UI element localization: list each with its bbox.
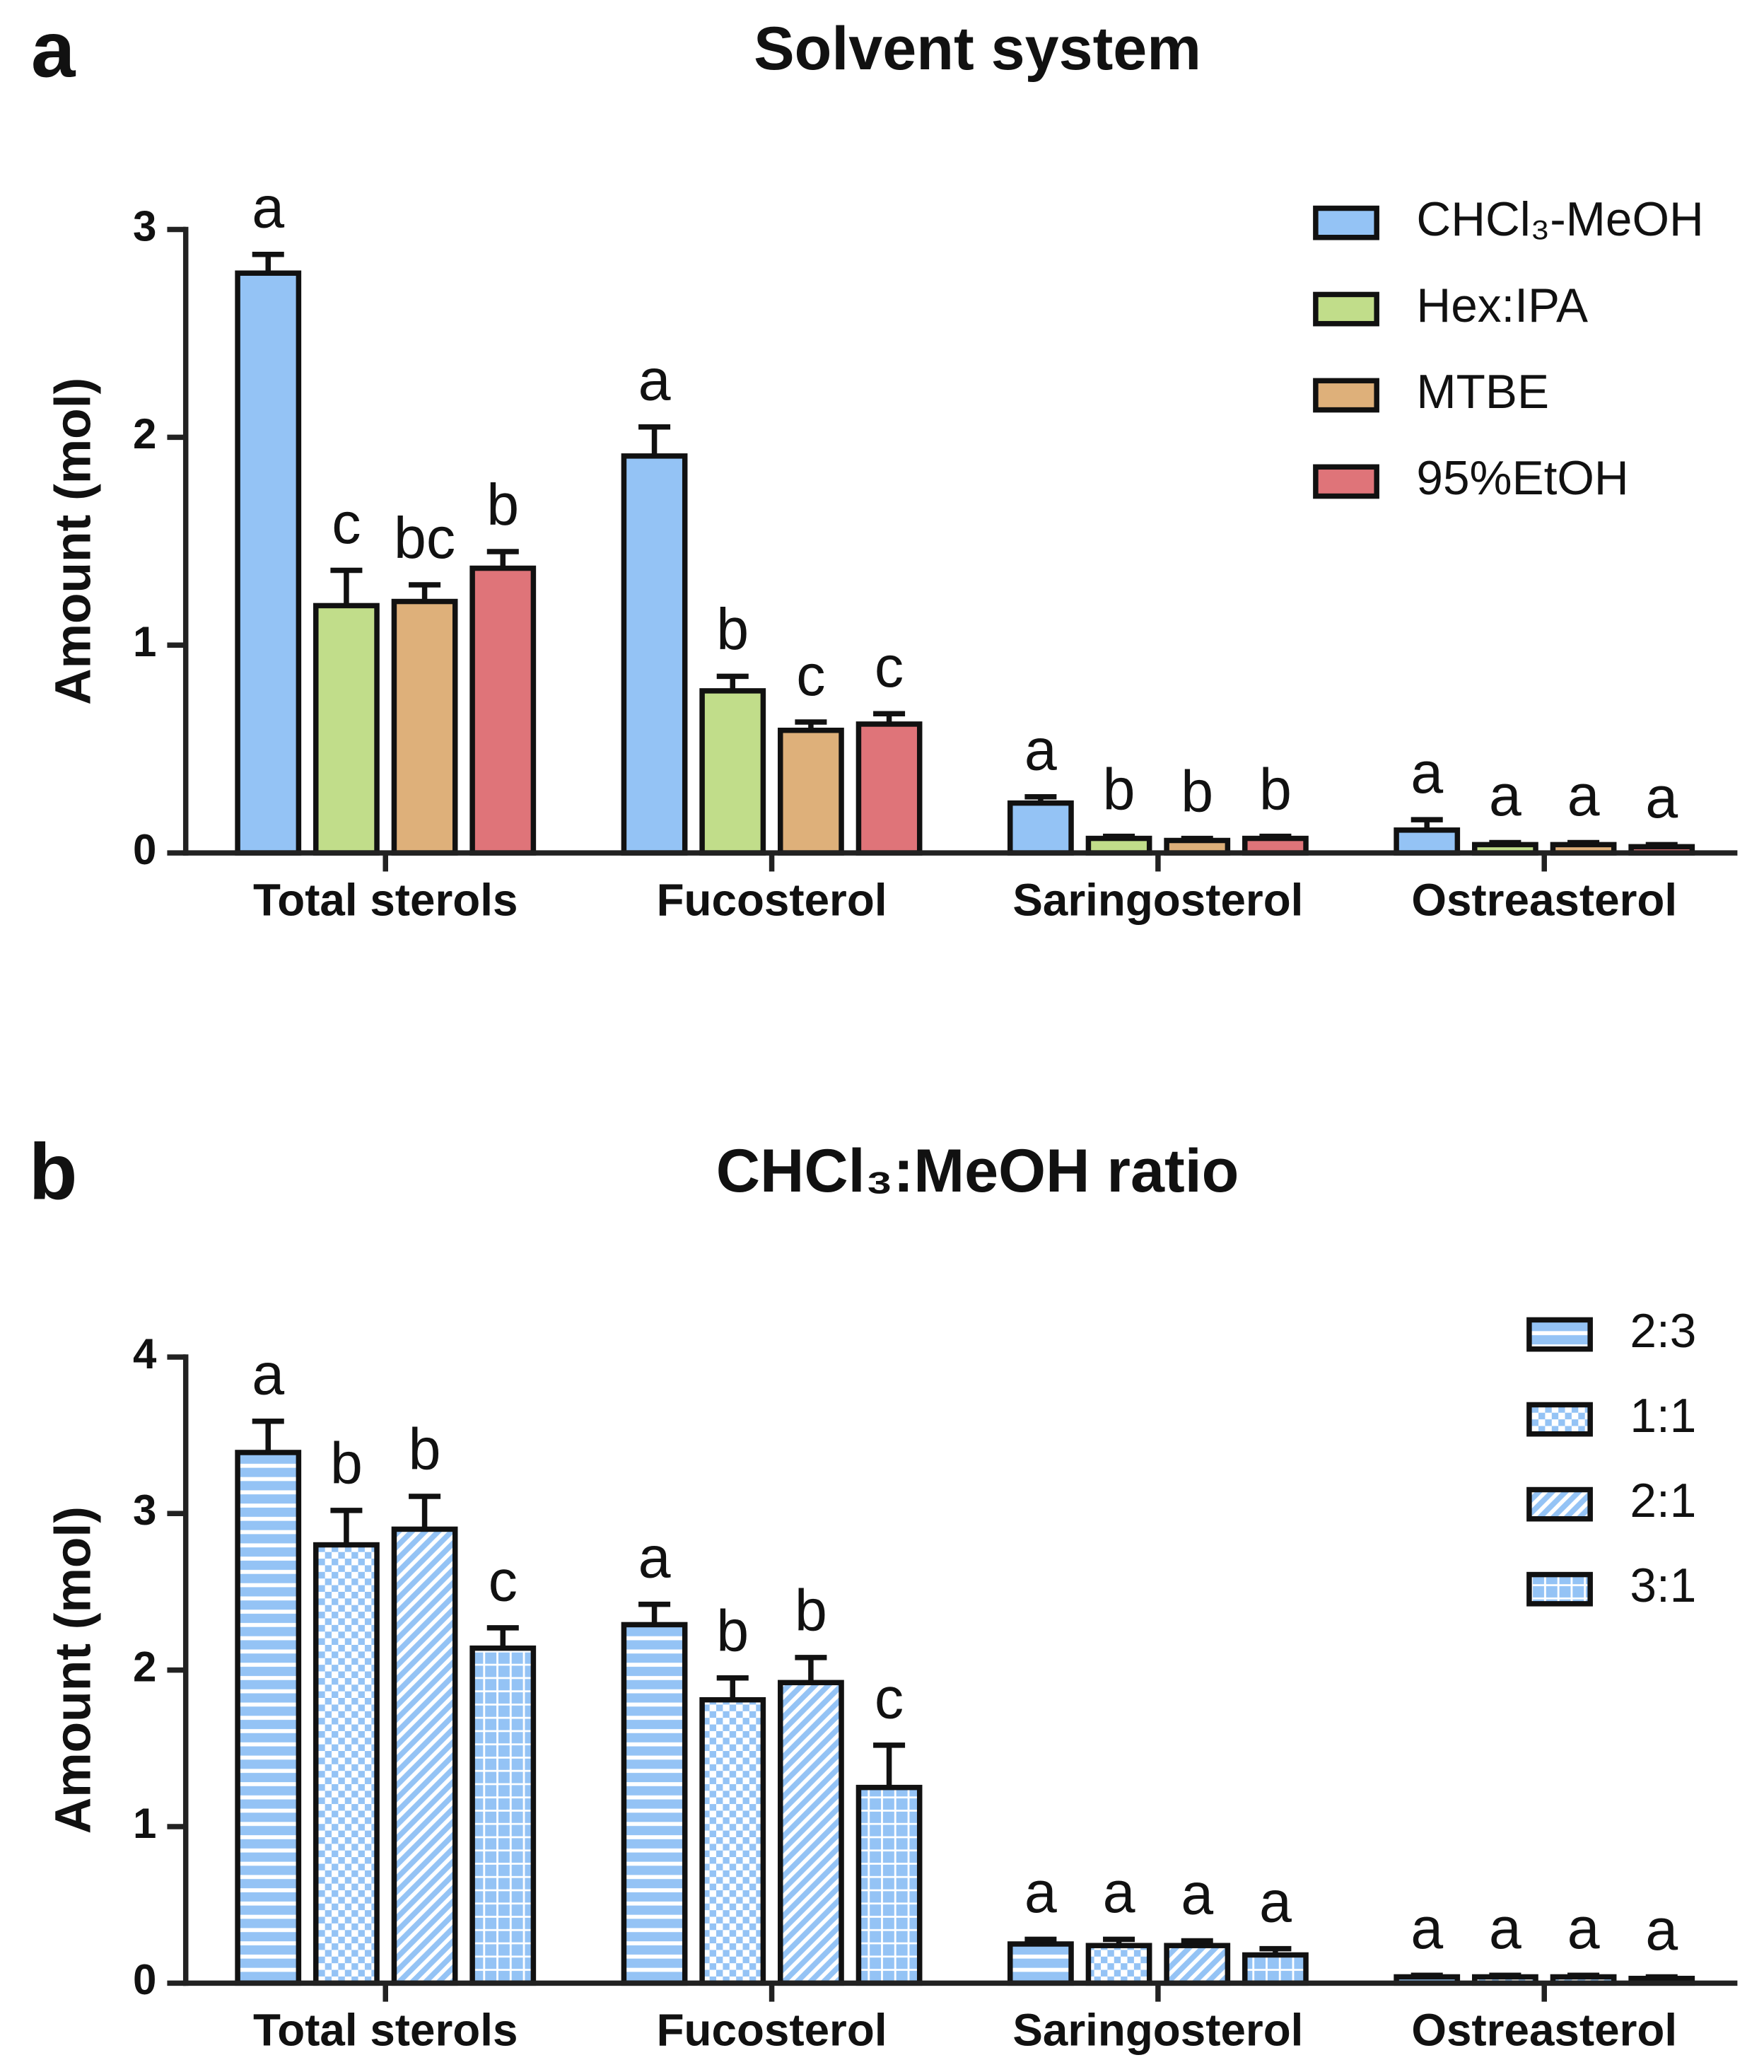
- significance-letter: a: [1259, 1869, 1292, 1934]
- significance-letter: a: [1489, 1896, 1521, 1961]
- significance-letter: c: [332, 491, 361, 556]
- y-tick-label: 2: [133, 410, 156, 458]
- y-tick-label: 0: [133, 826, 156, 873]
- significance-letter: c: [489, 1549, 518, 1614]
- y-tick-label: 1: [133, 618, 156, 665]
- y-tick-label: 0: [133, 1956, 156, 2003]
- y-axis-label: Amount (mol): [45, 378, 102, 705]
- significance-letter: b: [1181, 759, 1213, 824]
- x-tick-label: Fucosterol: [657, 2004, 887, 2055]
- bar: [855, 721, 923, 856]
- panel-label: b: [29, 1127, 78, 1216]
- bar: [778, 728, 844, 856]
- bar: [469, 1645, 537, 1986]
- significance-letter: a: [1181, 1861, 1213, 1926]
- bar: [621, 453, 688, 856]
- bar: [1007, 800, 1074, 856]
- legend-swatch: [1526, 1486, 1593, 1522]
- chart-title: Solvent system: [754, 15, 1201, 83]
- significance-letter: a: [1410, 1896, 1443, 1961]
- chart-title: CHCl₃:MeOH ratio: [716, 1137, 1239, 1205]
- x-tick-label: Saringosterol: [1012, 2004, 1303, 2055]
- significance-letter: bc: [394, 506, 455, 571]
- y-tick-label: 1: [133, 1800, 156, 1847]
- significance-letter: a: [1024, 1860, 1057, 1925]
- significance-letter: a: [1567, 1896, 1600, 1961]
- bar: [313, 1542, 380, 1986]
- legend-label: 3:1: [1630, 1559, 1696, 1612]
- legend-label: Hex:IPA: [1416, 279, 1588, 332]
- significance-letter: a: [252, 175, 284, 240]
- x-tick-label: Ostreasterol: [1411, 2004, 1677, 2055]
- y-axis-label: Amount (mol): [45, 1506, 102, 1834]
- significance-letter: a: [638, 1525, 671, 1590]
- y-tick-label: 3: [133, 1486, 156, 1534]
- legend-label: 1:1: [1630, 1390, 1696, 1443]
- significance-letter: b: [716, 1598, 749, 1663]
- significance-letter: a: [1645, 765, 1678, 830]
- legend-swatch: [1526, 1317, 1593, 1352]
- significance-letter: b: [1259, 757, 1292, 822]
- legend-swatch: [1526, 1402, 1593, 1437]
- significance-letter: a: [1489, 763, 1521, 828]
- significance-letter: a: [1410, 740, 1443, 805]
- legend-label: 2:3: [1630, 1305, 1696, 1358]
- legend-swatch: [1313, 378, 1379, 413]
- y-tick-label: 2: [133, 1643, 156, 1690]
- bar: [621, 1622, 688, 1986]
- significance-letter: a: [252, 1341, 284, 1407]
- bar: [469, 565, 537, 856]
- bar: [1394, 827, 1461, 856]
- legend-label: 95%EtOH: [1416, 452, 1628, 505]
- y-tick-label: 3: [133, 202, 156, 250]
- x-tick-label: Total sterols: [253, 2004, 518, 2055]
- y-tick-label: 4: [133, 1330, 157, 1378]
- panel-label: a: [31, 5, 76, 94]
- legend-swatch: [1526, 1571, 1593, 1607]
- significance-letter: c: [875, 1666, 904, 1731]
- significance-letter: b: [716, 597, 749, 662]
- x-tick-label: Fucosterol: [657, 874, 887, 925]
- legend-swatch: [1313, 291, 1379, 327]
- significance-letter: b: [330, 1431, 363, 1496]
- significance-letter: a: [1103, 1860, 1135, 1925]
- bar: [855, 1784, 923, 1986]
- bar: [699, 688, 766, 856]
- bar: [391, 1526, 458, 1986]
- legend-label: 2:1: [1630, 1474, 1696, 1527]
- x-tick-label: Total sterols: [253, 874, 518, 925]
- significance-letter: b: [486, 472, 519, 537]
- legend-swatch: [1313, 205, 1379, 240]
- x-tick-label: Saringosterol: [1012, 874, 1303, 925]
- bar: [1007, 1941, 1074, 1986]
- bar: [778, 1680, 844, 1986]
- bar: [1085, 1943, 1152, 1986]
- significance-letter: b: [409, 1417, 441, 1482]
- legend-label: MTBE: [1416, 366, 1549, 419]
- bar: [235, 1450, 302, 1986]
- significance-letter: c: [875, 634, 904, 699]
- legend-swatch: [1313, 464, 1379, 499]
- significance-letter: b: [1103, 757, 1135, 822]
- significance-letter: a: [638, 347, 671, 412]
- bar: [1164, 1943, 1231, 1986]
- bar: [235, 270, 302, 856]
- bar: [313, 603, 380, 856]
- legend-label: CHCl₃-MeOH: [1416, 193, 1703, 246]
- x-tick-label: Ostreasterol: [1411, 874, 1677, 925]
- bar: [699, 1696, 766, 1986]
- significance-letter: a: [1567, 763, 1600, 828]
- significance-letter: c: [796, 643, 825, 708]
- bar: [391, 598, 458, 856]
- significance-letter: a: [1645, 1897, 1678, 1962]
- significance-letter: a: [1024, 718, 1057, 783]
- bar: [1242, 1952, 1309, 1986]
- significance-letter: b: [795, 1578, 827, 1643]
